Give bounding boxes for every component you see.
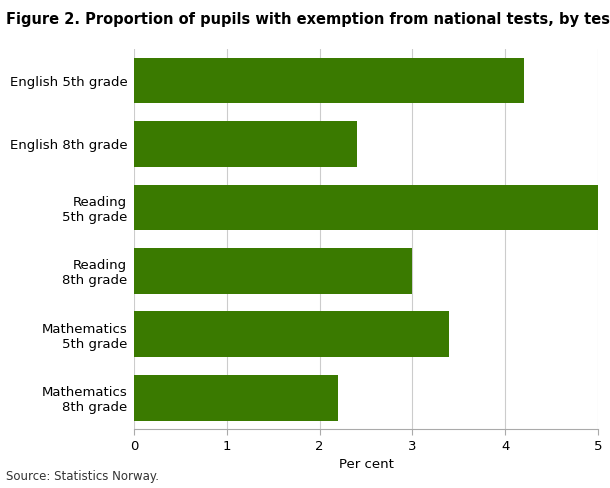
- Bar: [134, 58, 523, 103]
- Bar: [134, 248, 412, 294]
- Text: Figure 2. Proportion of pupils with exemption from national tests, by test. 2013: Figure 2. Proportion of pupils with exem…: [6, 12, 610, 27]
- Bar: [134, 375, 338, 421]
- Bar: [134, 121, 357, 167]
- Text: Source: Statistics Norway.: Source: Statistics Norway.: [6, 470, 159, 483]
- Bar: [134, 184, 598, 230]
- Bar: [134, 311, 450, 357]
- X-axis label: Per cent: Per cent: [339, 458, 393, 471]
